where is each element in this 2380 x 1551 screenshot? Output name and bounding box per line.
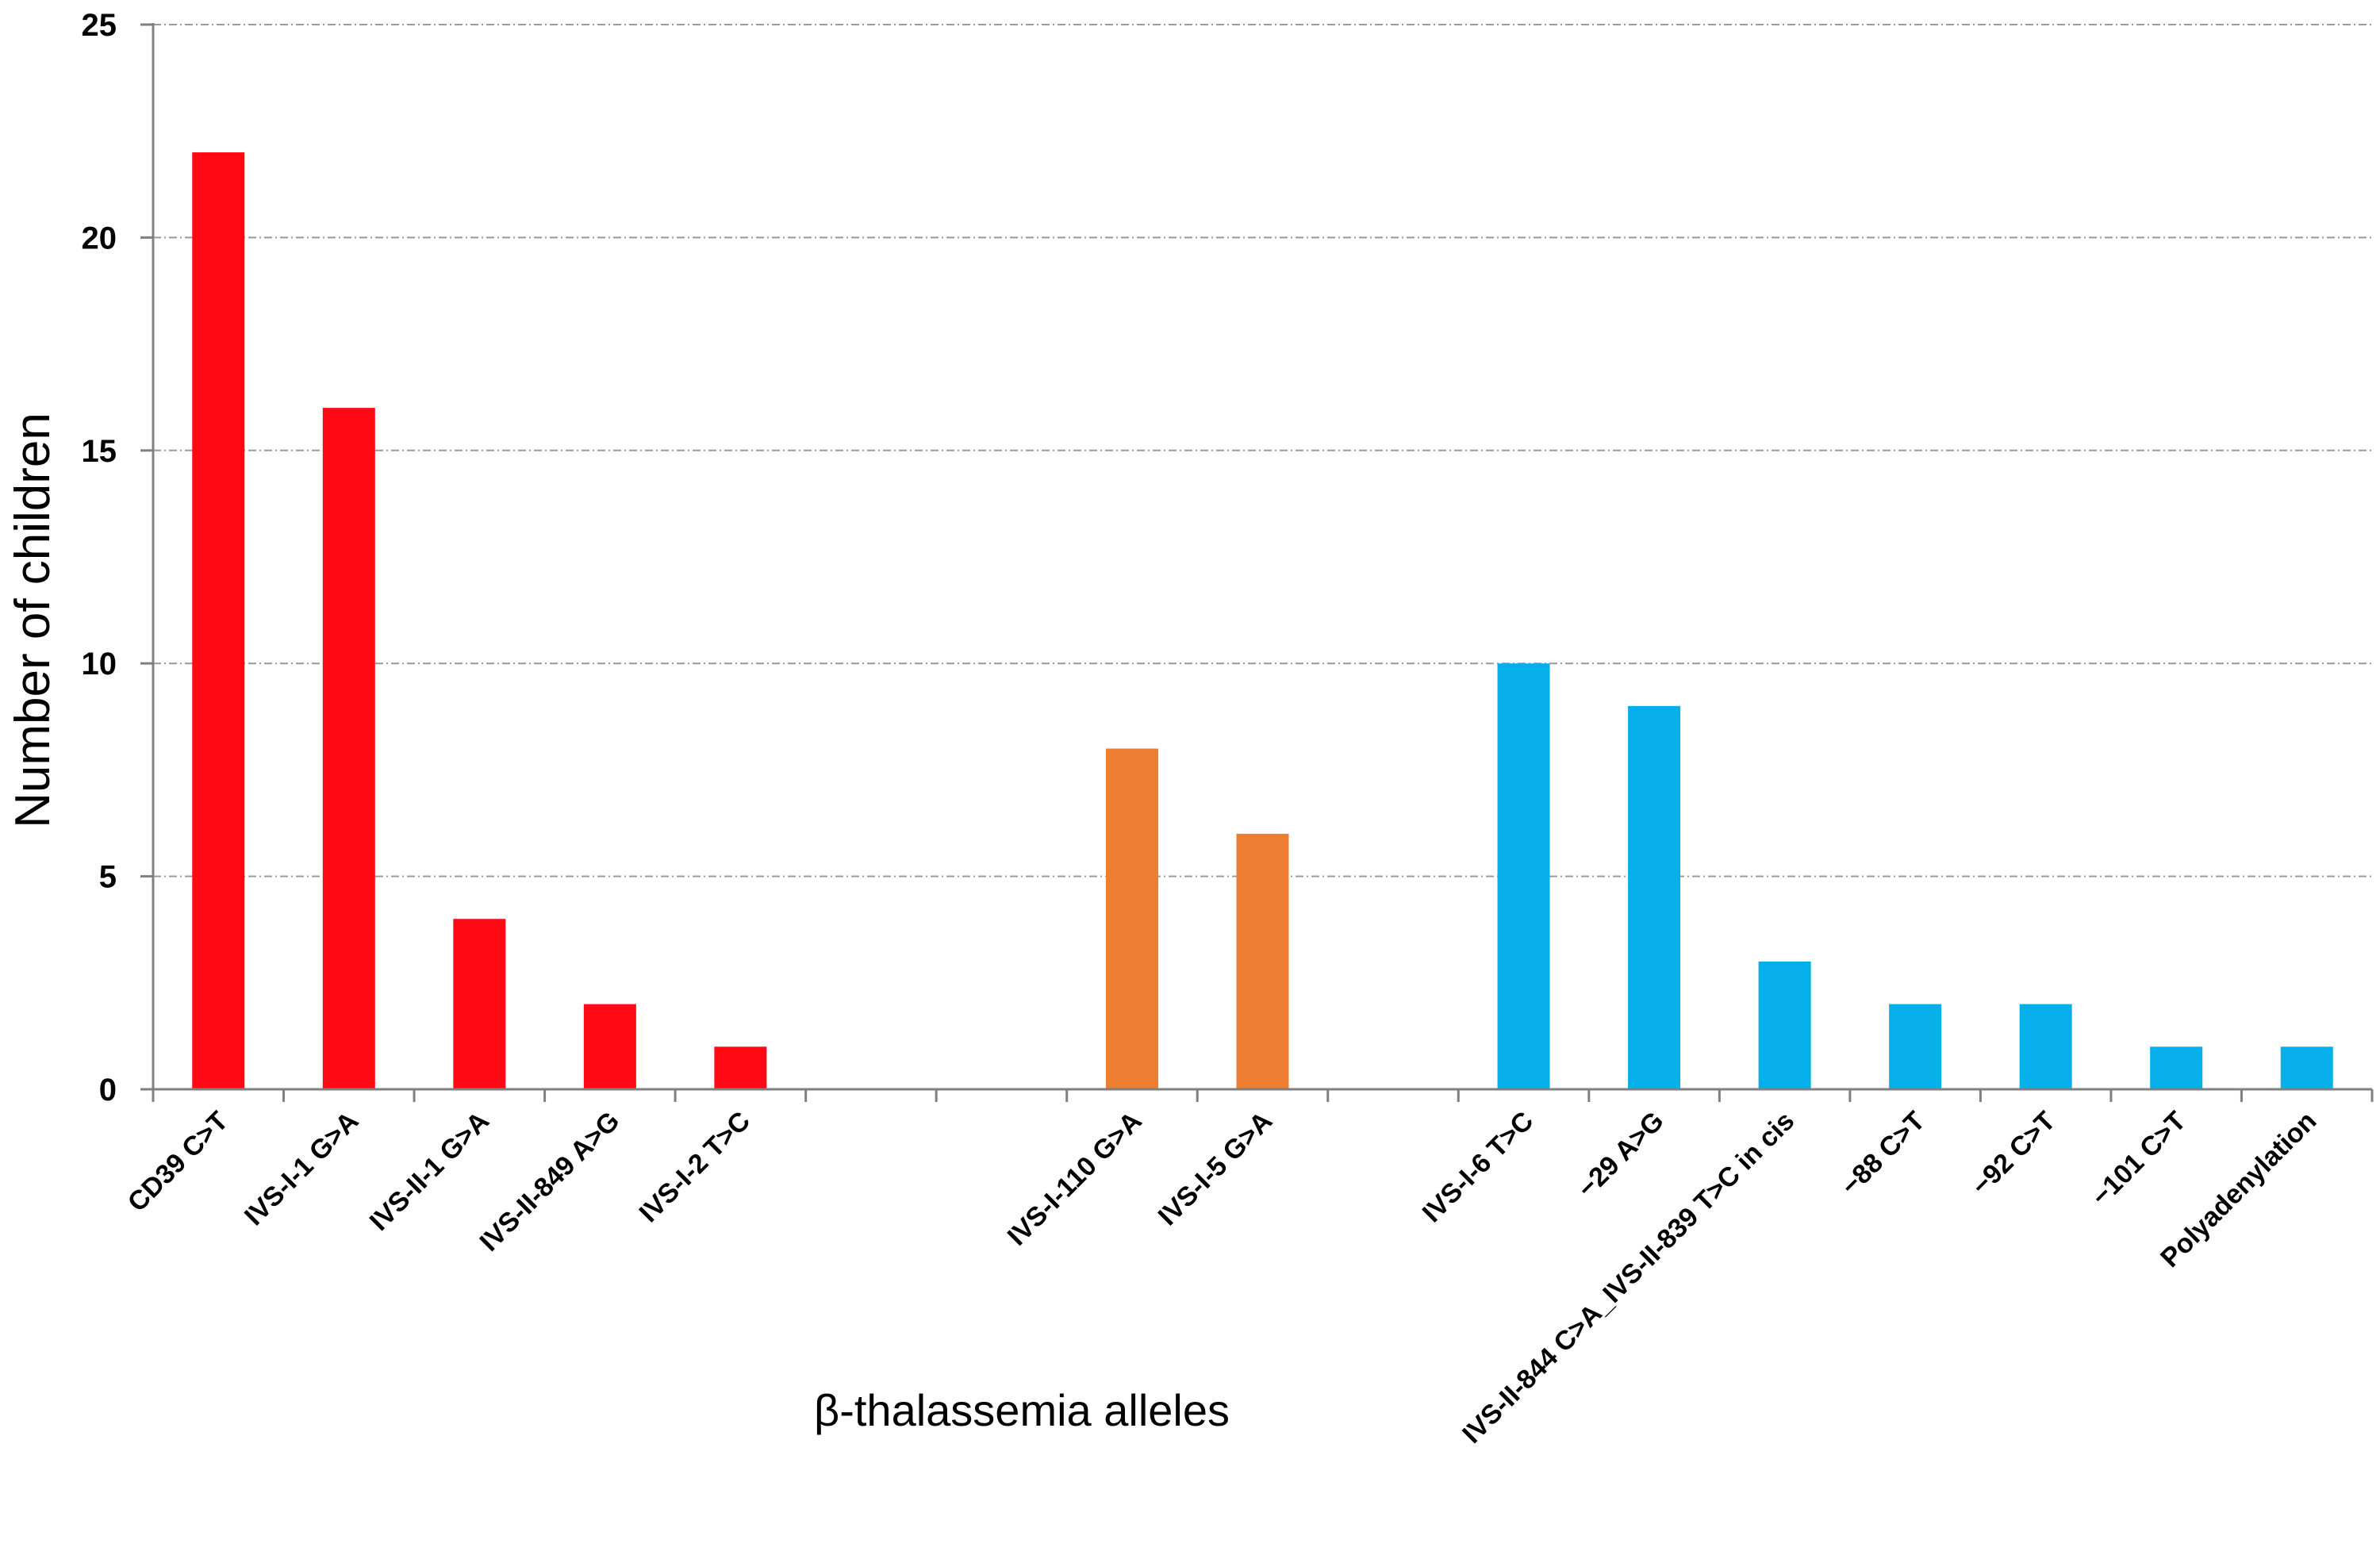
bar-layer [192, 152, 2333, 1089]
bar [2019, 1004, 2072, 1089]
x-tick-label: IVS-I-6 T>C [1417, 1106, 1539, 1228]
y-tick-label: 15 [82, 434, 117, 469]
bar [2280, 1046, 2333, 1089]
bar [1758, 961, 1811, 1089]
bar [1236, 833, 1289, 1089]
bar [583, 1004, 636, 1089]
x-axis-title: β-thalassemia alleles [814, 1385, 1230, 1435]
grid-layer [153, 24, 2372, 877]
bar [322, 408, 375, 1089]
bar [1628, 705, 1681, 1089]
bar [714, 1046, 767, 1089]
axis-layer [140, 23, 2374, 1102]
bar [1497, 663, 1550, 1089]
y-tick-label: 25 [82, 8, 117, 43]
bar [1889, 1004, 1942, 1089]
y-tick-label: 5 [99, 860, 117, 895]
bar [1105, 748, 1158, 1089]
y-axis-title: Number of children [6, 413, 60, 828]
x-tick-label: IVS-I-1 G>A [239, 1106, 364, 1231]
x-tick-label: −92 C>T [1966, 1106, 2062, 1202]
bar [192, 152, 245, 1089]
bar [453, 919, 506, 1089]
bar [2150, 1046, 2203, 1089]
y-tick-label: 0 [99, 1073, 117, 1108]
x-tick-label: IVS-II-1 G>A [364, 1106, 495, 1237]
x-tick-label: IVS-II-849 A>G [474, 1106, 626, 1257]
x-tick-label: IVS-I-110 G>A [1002, 1106, 1148, 1252]
x-tick-label: IVS-I-5 G>A [1153, 1106, 1278, 1231]
label-layer: 0 5 10 15 20 25 CD39 C>T IVS-I-1 G>A IVS-II-1 G>… [82, 8, 2323, 1449]
x-tick-label: −88 C>T [1835, 1106, 1931, 1202]
y-tick-label: 10 [82, 647, 117, 681]
y-tick-label: 20 [82, 221, 117, 255]
x-tick-label: IVS-I-2 T>C [634, 1106, 756, 1228]
x-tick-label: −101 C>T [2086, 1106, 2192, 1212]
x-tick-label: CD39 C>T [122, 1106, 234, 1218]
x-tick-label: −29 A>G [1572, 1106, 1670, 1204]
